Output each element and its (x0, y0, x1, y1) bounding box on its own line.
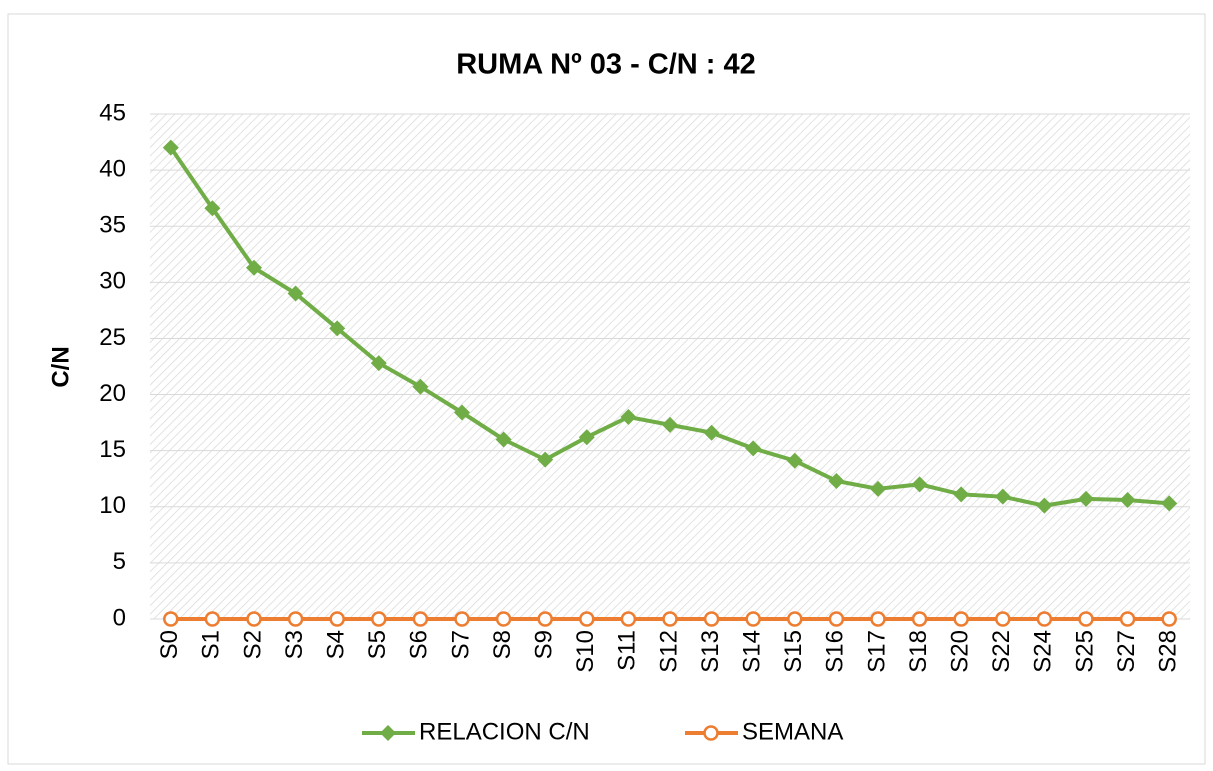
point-marker (578, 429, 595, 446)
x-tick-label: S10 (572, 630, 599, 673)
legend-label: RELACION C/N (419, 718, 590, 745)
point-marker (662, 416, 678, 433)
y-tick-label: 45 (99, 99, 126, 126)
point-marker (1119, 611, 1136, 627)
point-marker (953, 486, 970, 503)
x-tick-label: S20 (947, 630, 974, 673)
point-marker (454, 404, 470, 421)
plot-area (150, 114, 1190, 619)
x-tick-label: S4 (323, 630, 350, 659)
point-marker (662, 611, 678, 627)
point-marker (537, 451, 554, 468)
x-tick-label: S9 (531, 630, 558, 659)
point-marker (412, 378, 429, 395)
point-marker (246, 611, 262, 627)
legend-marker (703, 725, 719, 741)
point-marker (329, 320, 346, 337)
y-tick-label: 5 (113, 548, 126, 575)
point-marker (911, 611, 928, 627)
point-marker (163, 611, 179, 627)
point-marker (579, 611, 595, 627)
y-tick-label: 15 (99, 436, 126, 463)
y-tick-label: 35 (99, 212, 126, 239)
point-marker (412, 611, 429, 627)
x-tick-label: S1 (198, 630, 225, 659)
x-tick-label: S16 (822, 630, 849, 673)
y-tick-label: 0 (113, 604, 126, 631)
y-axis-label: C/N (47, 346, 74, 387)
point-marker (1078, 490, 1094, 507)
point-marker (703, 424, 720, 441)
point-marker (246, 259, 262, 276)
x-tick-label: S2 (239, 630, 266, 659)
y-tick-label: 40 (99, 155, 126, 182)
x-tick-label: S12 (655, 630, 682, 673)
point-marker (1161, 495, 1178, 512)
point-marker (995, 611, 1011, 627)
point-marker (828, 611, 845, 627)
point-marker (371, 611, 387, 627)
x-tick-label: S28 (1155, 630, 1182, 673)
point-marker (911, 476, 928, 493)
x-tick-label: S24 (1030, 630, 1057, 673)
legend-marker (380, 725, 396, 741)
y-tick-label: 30 (99, 268, 126, 295)
point-marker (620, 611, 637, 627)
point-marker (870, 611, 886, 627)
x-tick-label: S11 (614, 630, 641, 671)
point-marker (953, 611, 969, 627)
point-marker (287, 285, 304, 302)
point-marker (1161, 611, 1177, 627)
y-tick-label: 25 (99, 324, 126, 351)
x-tick-label: S18 (905, 630, 932, 673)
x-tick-label: S5 (364, 630, 391, 659)
point-marker (329, 611, 345, 627)
point-marker (287, 611, 304, 627)
point-marker (703, 611, 720, 627)
y-tick-label: 20 (99, 380, 126, 407)
point-marker (537, 611, 553, 627)
x-tick-label: S0 (156, 630, 183, 659)
point-marker (495, 611, 512, 627)
x-tick-label: S15 (780, 630, 807, 673)
chart-title: RUMA Nº 03 - C/N : 42 (456, 49, 756, 81)
point-marker (454, 611, 470, 627)
x-tick-label: S17 (863, 630, 890, 673)
x-tick-label: S6 (406, 630, 433, 659)
y-tick-label: 10 (99, 492, 126, 519)
point-marker (162, 139, 179, 156)
point-marker (994, 488, 1011, 505)
x-tick-label: S14 (739, 630, 766, 673)
point-marker (620, 409, 637, 425)
point-marker (1119, 492, 1136, 509)
x-tick-label: S3 (281, 630, 308, 659)
point-marker (786, 452, 803, 469)
point-marker (1036, 611, 1053, 627)
x-tick-label: S25 (1071, 630, 1098, 673)
x-tick-label: S13 (697, 630, 724, 673)
x-tick-label: S8 (489, 630, 516, 659)
point-marker (1036, 497, 1053, 514)
x-tick-label: S7 (447, 630, 474, 659)
point-marker (204, 611, 221, 627)
point-marker (828, 472, 845, 489)
x-tick-label: S27 (1113, 630, 1140, 673)
point-marker (495, 431, 512, 448)
point-marker (204, 200, 221, 217)
point-marker (787, 611, 803, 627)
point-marker (870, 480, 886, 497)
point-marker (370, 355, 387, 372)
point-marker (745, 440, 762, 457)
legend-label: SEMANA (742, 718, 843, 745)
point-marker (1078, 611, 1094, 627)
x-tick-label: S22 (988, 630, 1015, 673)
point-marker (745, 611, 761, 627)
